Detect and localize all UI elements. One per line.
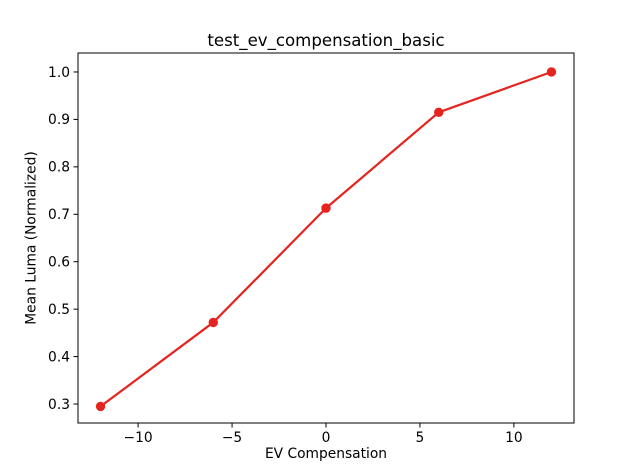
y-tick-label: 0.7 [48, 207, 70, 223]
data-point-marker [95, 401, 106, 412]
data-point-marker [321, 203, 331, 213]
y-tick-label: 0.8 [48, 160, 70, 176]
data-point-marker [546, 67, 557, 77]
y-tick-label: 1.0 [48, 65, 70, 81]
data-point-marker [208, 317, 218, 328]
y-tick-label: 0.4 [48, 349, 70, 365]
y-axis-label: Mean Luma (Normalized) [24, 151, 40, 324]
y-tick-label: 0.9 [48, 112, 70, 128]
y-tick-label: 0.3 [48, 397, 70, 413]
y-tick-label: 0.6 [48, 255, 70, 271]
x-tick-label: 0 [322, 430, 331, 446]
x-tick-label: 5 [416, 430, 425, 446]
data-line [99, 70, 553, 408]
x-axis-label: EV Compensation [265, 446, 387, 462]
plot-area: −10 −5 0 5 10 0.3 0.4 0.5 0.6 0.7 0.8 0.9 1.0 [48, 52, 575, 446]
x-tick-label: 10 [505, 430, 523, 446]
y-tick-label: 0.5 [48, 302, 70, 318]
x-tick-label: −5 [222, 430, 242, 446]
chart-title: test_ev_compensation_basic [207, 31, 444, 51]
x-tick-label: −10 [124, 430, 153, 446]
data-point-marker [434, 107, 444, 117]
